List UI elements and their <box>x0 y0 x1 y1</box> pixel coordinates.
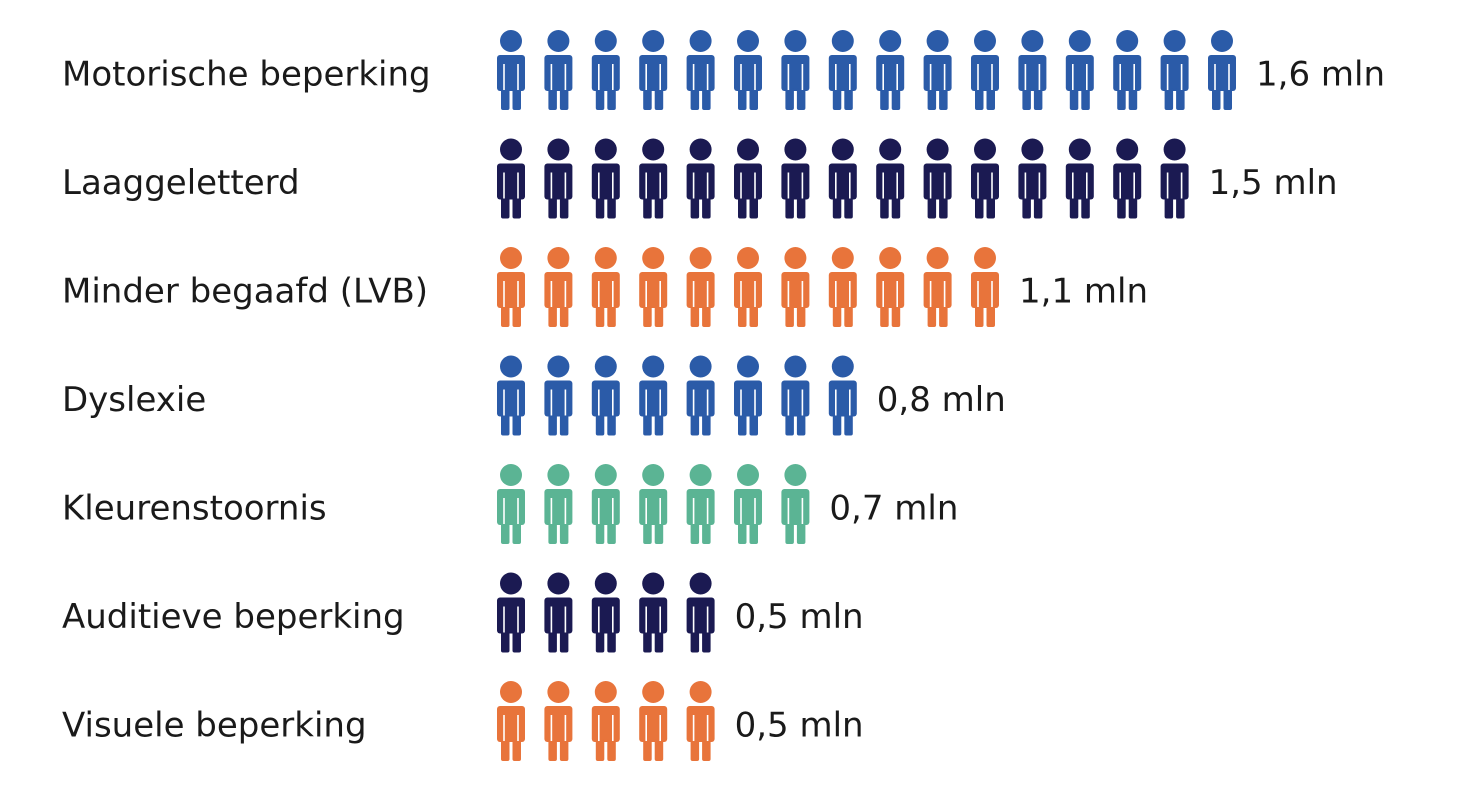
person-icon <box>971 30 999 110</box>
chart-row: Dyslexie 0,8 mln <box>62 355 1006 436</box>
chart-row: Motorische beperking 1,6 mln <box>62 30 1385 110</box>
person-icon <box>639 247 668 327</box>
value-label: 1,6 mln <box>1256 55 1385 95</box>
person-icon <box>1065 30 1094 110</box>
person-icon <box>734 464 762 544</box>
person-icon <box>497 681 525 761</box>
value-label: 1,1 mln <box>1019 272 1148 312</box>
person-icon <box>686 681 715 761</box>
value-label: 0,5 mln <box>735 597 864 637</box>
person-icon <box>639 355 668 436</box>
person-icon <box>734 247 762 327</box>
person-icon <box>734 355 762 436</box>
person-icon <box>971 138 999 219</box>
person-icon <box>1065 138 1094 219</box>
person-icon <box>828 138 857 219</box>
person-icon <box>497 247 525 327</box>
person-icon <box>923 138 952 219</box>
category-label: Dyslexie <box>62 380 206 420</box>
person-icon <box>781 30 810 110</box>
chart-row: Minder begaafd (LVB) 1,1 mln <box>62 247 1148 327</box>
person-icon <box>781 247 810 327</box>
value-label: 0,5 mln <box>735 706 864 746</box>
category-label: Laaggeletterd <box>62 163 300 203</box>
value-label: 0,7 mln <box>829 489 958 529</box>
person-icon <box>639 681 668 761</box>
category-label: Kleurenstoornis <box>62 489 327 529</box>
person-icon <box>686 247 715 327</box>
person-icon <box>544 572 573 653</box>
chart-row: Visuele beperking 0,5 mln <box>62 681 864 761</box>
person-icon <box>497 464 525 544</box>
category-label: Visuele beperking <box>62 706 367 746</box>
person-icon <box>639 138 668 219</box>
person-icon <box>544 464 573 544</box>
person-icon <box>591 138 620 219</box>
person-icon <box>923 247 952 327</box>
person-icon <box>1208 30 1236 110</box>
person-icon <box>828 355 857 436</box>
chart-row: Laaggeletterd 1,5 mln <box>62 138 1338 219</box>
person-icon <box>544 30 573 110</box>
person-icon <box>639 464 668 544</box>
person-icon <box>1018 30 1047 110</box>
person-icon <box>923 30 952 110</box>
person-icon <box>544 247 573 327</box>
person-icon <box>1018 138 1047 219</box>
person-icon <box>591 30 620 110</box>
value-label: 0,8 mln <box>877 380 1006 420</box>
category-label: Auditieve beperking <box>62 597 405 637</box>
person-icon <box>686 464 715 544</box>
person-icon <box>591 464 620 544</box>
person-icon <box>876 30 905 110</box>
person-icon <box>1160 30 1189 110</box>
person-icon <box>497 572 525 653</box>
person-icon <box>497 30 525 110</box>
person-icon <box>876 247 905 327</box>
person-icon <box>639 30 668 110</box>
person-icon <box>544 355 573 436</box>
person-icon <box>828 247 857 327</box>
person-icon <box>686 138 715 219</box>
person-icon <box>591 572 620 653</box>
person-icon <box>686 572 715 653</box>
person-icon <box>734 30 762 110</box>
category-label: Motorische beperking <box>62 55 431 95</box>
person-icon <box>497 138 525 219</box>
person-icon <box>781 138 810 219</box>
person-icon <box>544 138 573 219</box>
person-icon <box>1113 138 1142 219</box>
person-icon <box>1160 138 1189 219</box>
category-label: Minder begaafd (LVB) <box>62 272 428 312</box>
person-icon <box>971 247 999 327</box>
value-label: 1,5 mln <box>1209 163 1338 203</box>
person-icon <box>686 355 715 436</box>
person-icon <box>828 30 857 110</box>
person-icon <box>734 138 762 219</box>
person-icon <box>781 355 810 436</box>
person-icon <box>591 355 620 436</box>
person-icon <box>497 355 525 436</box>
chart-row: Kleurenstoornis 0,7 mln <box>62 464 958 544</box>
person-icon <box>544 681 573 761</box>
person-icon <box>591 681 620 761</box>
chart-row: Auditieve beperking 0,5 mln <box>62 572 864 653</box>
person-icon <box>1113 30 1142 110</box>
person-icon <box>686 30 715 110</box>
person-icon <box>639 572 668 653</box>
person-icon <box>876 138 905 219</box>
person-icon <box>781 464 810 544</box>
person-icon <box>591 247 620 327</box>
